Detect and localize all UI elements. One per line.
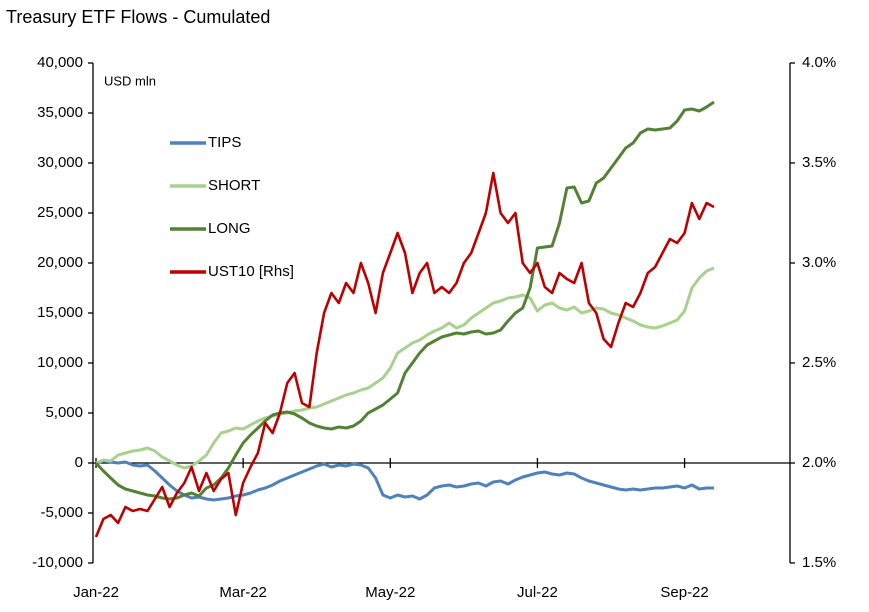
x-tick-label: May-22 (365, 584, 415, 601)
chart-title: Treasury ETF Flows - Cumulated (6, 7, 270, 27)
series-line (94, 171, 715, 538)
x-tick-label: Jan-22 (73, 584, 119, 601)
y-tick-label: 40,000 (37, 54, 83, 71)
y-tick-label: 10,000 (37, 354, 83, 371)
y2-tick-label: 1.5% (802, 554, 836, 571)
y-tick-label: 15,000 (37, 304, 83, 321)
x-tick-label: Mar-22 (219, 584, 267, 601)
legend-label: LONG (208, 220, 251, 237)
y-tick-label: 30,000 (37, 154, 83, 171)
y-tick-label: 35,000 (37, 104, 83, 121)
y-tick-label: 20,000 (37, 254, 83, 271)
legend-label: SHORT (208, 177, 260, 194)
y-tick-label: 0 (75, 454, 83, 471)
legend-label: TIPS (208, 134, 241, 151)
y2-tick-label: 3.0% (802, 254, 836, 271)
x-tick-label: Jul-22 (517, 584, 558, 601)
y-tick-label: -5,000 (40, 504, 83, 521)
series-line (94, 100, 715, 501)
y2-tick-label: 2.0% (802, 454, 836, 471)
y-axis-unit: USD mln (104, 73, 156, 88)
series-line (95, 266, 715, 470)
legend-label: UST10 [Rhs] (208, 263, 294, 280)
y-tick-label: 25,000 (37, 204, 83, 221)
y2-tick-label: 4.0% (802, 54, 836, 71)
x-tick-label: Sep-22 (660, 584, 708, 601)
y-tick-label: -10,000 (32, 554, 83, 571)
y-tick-label: 5,000 (45, 404, 83, 421)
y2-tick-label: 3.5% (802, 154, 836, 171)
y2-tick-label: 2.5% (802, 354, 836, 371)
